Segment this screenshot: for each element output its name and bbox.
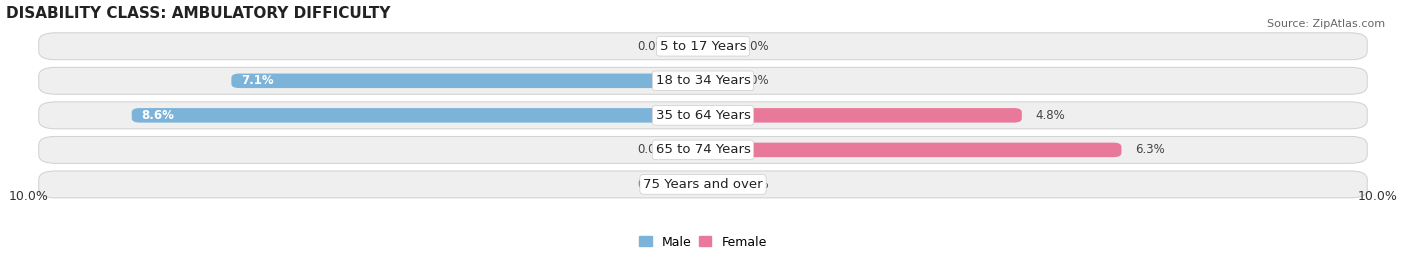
FancyBboxPatch shape (703, 143, 1122, 157)
Text: 75 Years and over: 75 Years and over (643, 178, 763, 191)
Text: 65 to 74 Years: 65 to 74 Years (655, 143, 751, 156)
Legend: Male, Female: Male, Female (634, 231, 772, 253)
Text: DISABILITY CLASS: AMBULATORY DIFFICULTY: DISABILITY CLASS: AMBULATORY DIFFICULTY (6, 6, 389, 20)
FancyBboxPatch shape (676, 39, 703, 54)
Text: 8.6%: 8.6% (142, 109, 174, 122)
Text: 0.0%: 0.0% (637, 40, 666, 53)
Text: 0.0%: 0.0% (740, 40, 769, 53)
FancyBboxPatch shape (703, 39, 730, 54)
FancyBboxPatch shape (232, 73, 703, 88)
FancyBboxPatch shape (39, 102, 1367, 129)
Text: 10.0%: 10.0% (8, 190, 49, 203)
Text: 0.0%: 0.0% (637, 178, 666, 191)
FancyBboxPatch shape (39, 136, 1367, 163)
Text: 0.0%: 0.0% (637, 143, 666, 156)
FancyBboxPatch shape (703, 73, 730, 88)
Text: 10.0%: 10.0% (1357, 190, 1398, 203)
Text: 0.0%: 0.0% (740, 178, 769, 191)
Text: 5 to 17 Years: 5 to 17 Years (659, 40, 747, 53)
FancyBboxPatch shape (676, 177, 703, 192)
Text: 7.1%: 7.1% (242, 74, 274, 87)
FancyBboxPatch shape (39, 171, 1367, 198)
FancyBboxPatch shape (676, 143, 703, 157)
Text: Source: ZipAtlas.com: Source: ZipAtlas.com (1267, 19, 1385, 29)
Text: 6.3%: 6.3% (1135, 143, 1164, 156)
Text: 4.8%: 4.8% (1035, 109, 1064, 122)
FancyBboxPatch shape (132, 108, 703, 123)
FancyBboxPatch shape (703, 108, 1022, 123)
Text: 0.0%: 0.0% (740, 74, 769, 87)
FancyBboxPatch shape (39, 33, 1367, 60)
FancyBboxPatch shape (703, 177, 730, 192)
Text: 18 to 34 Years: 18 to 34 Years (655, 74, 751, 87)
FancyBboxPatch shape (39, 67, 1367, 94)
Text: 35 to 64 Years: 35 to 64 Years (655, 109, 751, 122)
